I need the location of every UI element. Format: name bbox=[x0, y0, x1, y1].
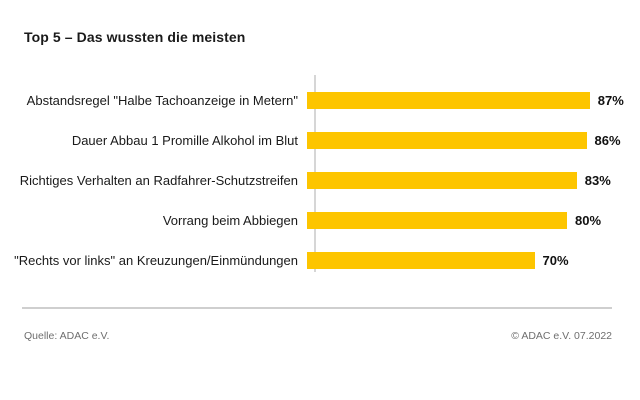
chart-row: Richtiges Verhalten an Radfahrer-Schutzs… bbox=[0, 160, 640, 200]
chart-row: Vorrang beim Abbiegen 80% bbox=[0, 200, 640, 240]
copyright-note: © ADAC e.V. 07.2022 bbox=[511, 330, 612, 342]
value-label: 87% bbox=[597, 92, 624, 108]
chart-row: Dauer Abbau 1 Promille Alkohol im Blut 86… bbox=[0, 120, 640, 160]
category-label: Vorrang beim Abbiegen bbox=[162, 212, 298, 228]
bar bbox=[307, 171, 577, 189]
bar bbox=[307, 251, 535, 269]
chart-row: "Rechts vor links" an Kreuzungen/Einmünd… bbox=[0, 240, 640, 280]
bar bbox=[307, 91, 590, 109]
footer-divider bbox=[22, 307, 612, 309]
source-note: Quelle: ADAC e.V. bbox=[24, 330, 110, 342]
value-label: 83% bbox=[584, 172, 611, 188]
chart-row: Abstandsregel "Halbe Tachoanzeige in Met… bbox=[0, 80, 640, 120]
value-label: 80% bbox=[575, 212, 602, 228]
category-label: Abstandsregel "Halbe Tachoanzeige in Met… bbox=[26, 92, 298, 108]
value-label: 86% bbox=[594, 132, 621, 148]
category-label: Richtiges Verhalten an Radfahrer-Schutzs… bbox=[19, 172, 298, 188]
bar bbox=[307, 131, 587, 149]
category-label: "Rechts vor links" an Kreuzungen/Einmünd… bbox=[14, 252, 298, 268]
chart-title: Top 5 – Das wussten die meisten bbox=[24, 29, 246, 45]
value-label: 70% bbox=[542, 252, 569, 268]
category-label: Dauer Abbau 1 Promille Alkohol im Blut bbox=[71, 132, 298, 148]
bar bbox=[307, 211, 567, 229]
bar-chart: Abstandsregel "Halbe Tachoanzeige in Met… bbox=[0, 80, 640, 280]
